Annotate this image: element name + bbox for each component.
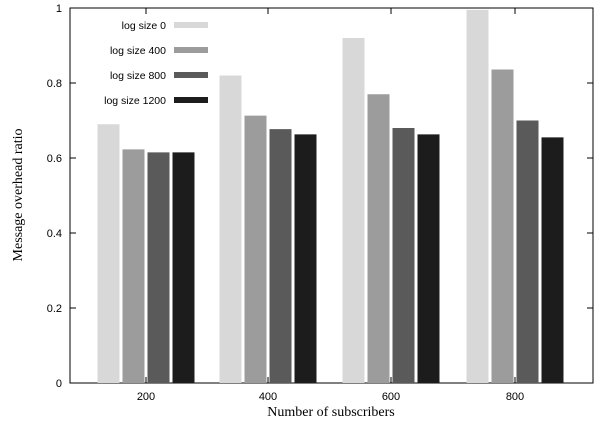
bar-log-size-800-800 [516,120,539,383]
legend: log size 0 log size 400 log size 800 log si… [104,20,208,107]
bar-log-size-800-600 [392,128,415,383]
bar-log-size-1200-600 [417,134,440,383]
x-axis: 200 400 600 800 [137,8,524,403]
legend-swatch [174,97,208,103]
bar-log-size-400-600 [367,94,390,383]
y-tick-label: 0.8 [47,78,62,90]
y-axis: 0 0.2 0.4 0.6 0.8 1 [47,3,593,390]
y-tick-label: 1 [56,3,62,15]
x-tick-label: 800 [506,391,524,403]
bar-log-size-0-800 [466,9,489,383]
legend-swatch [174,72,208,78]
bar-log-size-0-200 [97,124,120,383]
legend-label: log size 1200 [104,95,166,107]
bar-log-size-400-800 [491,69,514,383]
y-tick-label: 0.6 [47,153,62,165]
legend-label: log size 400 [110,45,166,57]
bar-log-size-400-400 [244,115,267,383]
y-tick-label: 0 [56,378,62,390]
legend-swatch [174,22,208,28]
legend-swatch [174,47,208,53]
legend-label: log size 0 [122,20,167,32]
x-tick-label: 600 [382,391,400,403]
bar-log-size-800-200 [147,152,170,383]
bar-log-size-1200-200 [172,152,195,383]
y-axis-title: Message overhead ratio [11,129,26,262]
y-tick-label: 0.4 [47,228,62,240]
x-tick-label: 200 [137,391,155,403]
bars-layer [97,9,564,383]
plot-frame [69,7,594,384]
x-axis-title: Number of subscribers [267,405,395,420]
bar-log-size-800-400 [269,129,292,383]
bar-log-size-0-400 [219,75,242,383]
x-tick-label: 400 [259,391,277,403]
legend-label: log size 800 [110,70,166,82]
bar-log-size-400-200 [122,149,145,383]
y-tick-label: 0.2 [47,303,62,315]
bar-log-size-1200-400 [294,134,317,383]
bar-log-size-0-600 [342,38,365,383]
bar-log-size-1200-800 [541,137,564,383]
